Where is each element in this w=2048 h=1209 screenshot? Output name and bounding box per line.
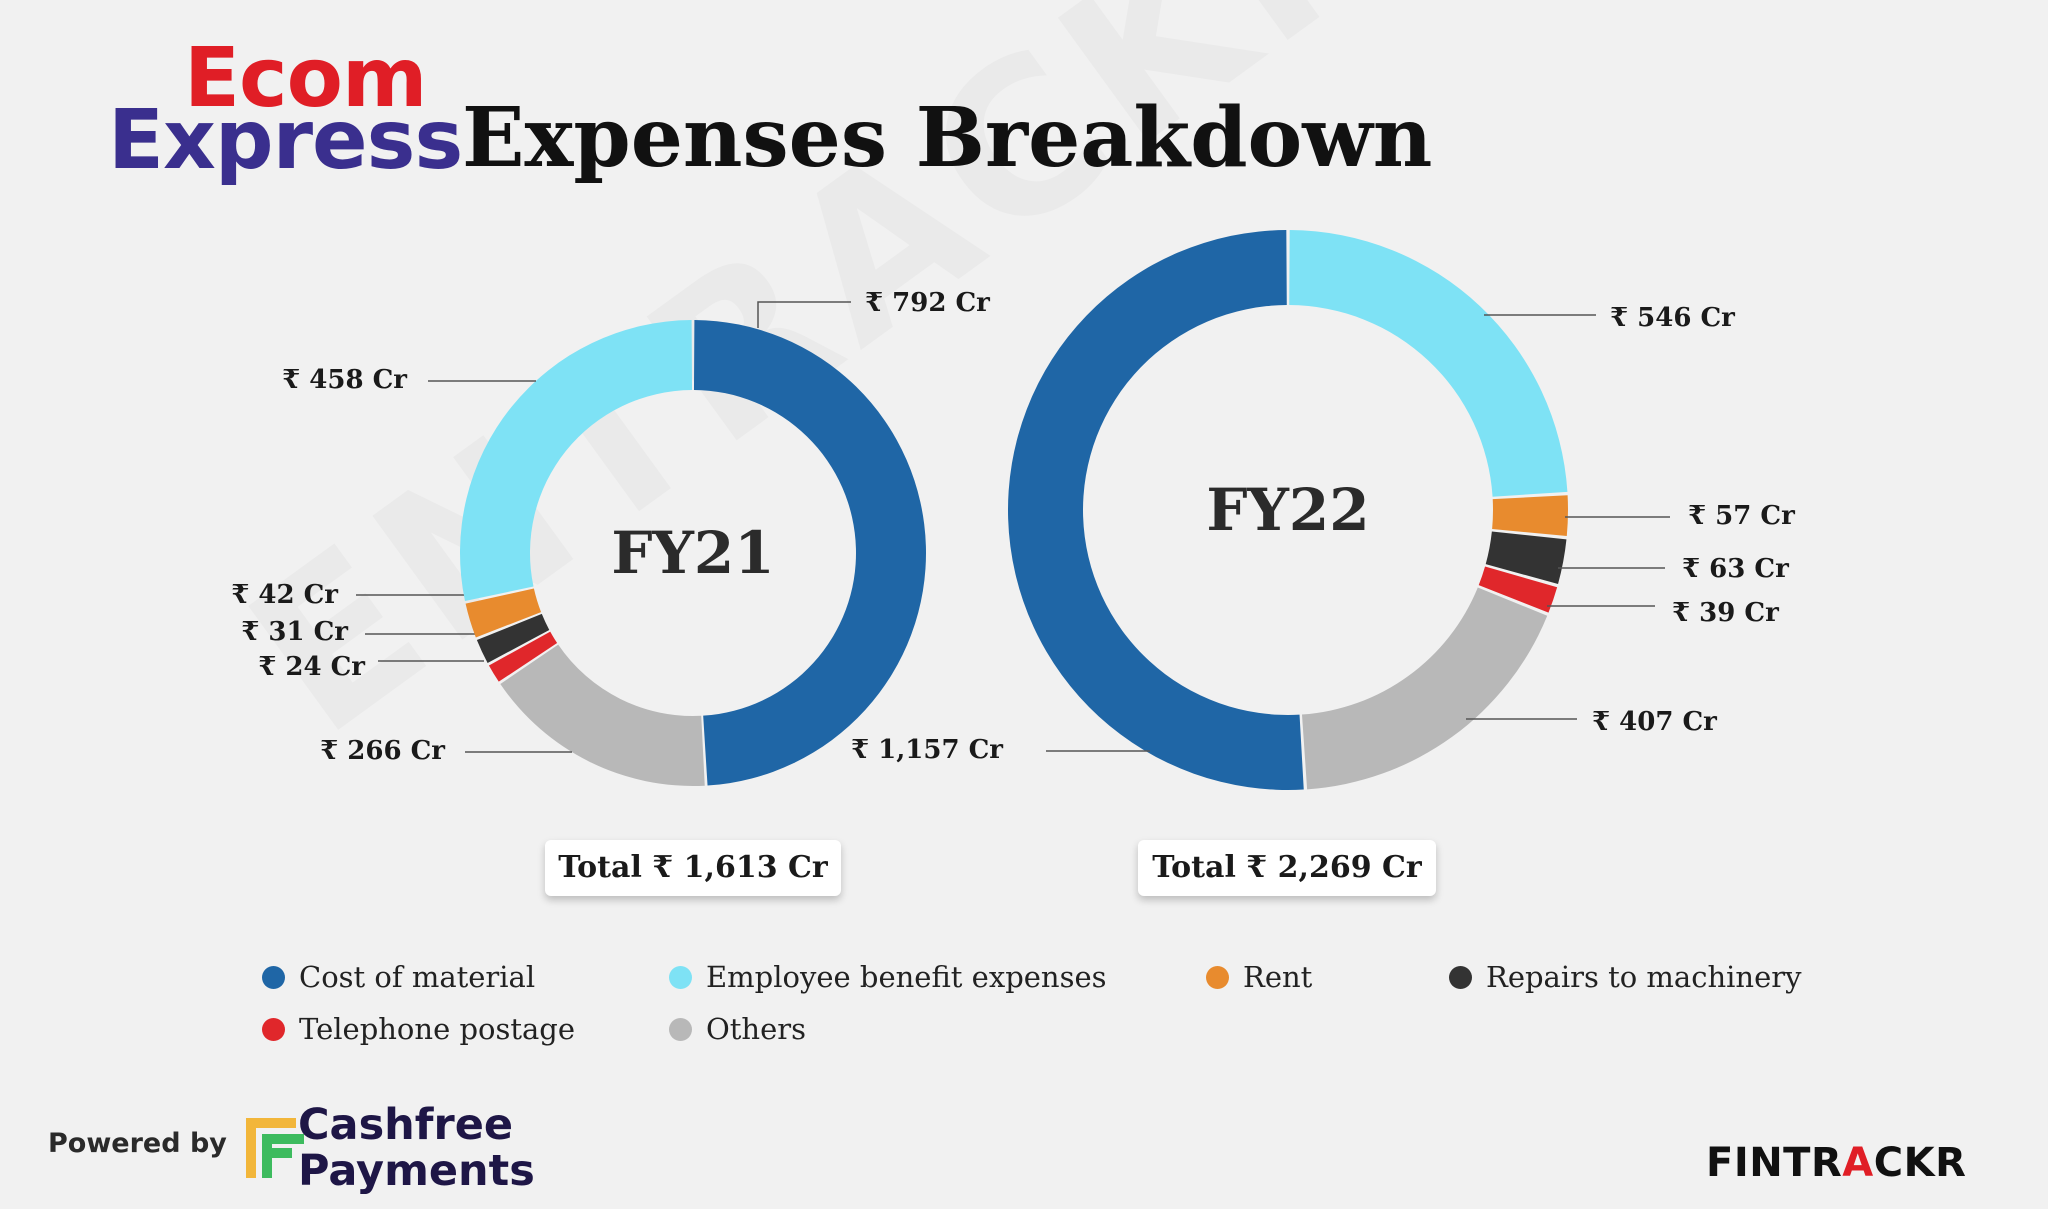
value-label-fy21-telephone-postage: ₹ 24 Cr	[258, 652, 365, 682]
slice-fy21-others	[500, 644, 705, 786]
slice-fy21-telephone-postage	[488, 631, 558, 682]
legend-dot-icon	[1206, 965, 1229, 989]
legend-label: Rent	[1243, 960, 1313, 994]
brand-logo-line2: Express	[108, 93, 463, 188]
donut-fy21: ₹ 792 Cr ₹ 266 Cr ₹ 24 Cr ₹ 31 Cr ₹ 42 Cr ₹ 4…	[231, 288, 990, 786]
donut-fy22: ₹ 546 Cr ₹ 57 Cr ₹ 63 Cr ₹ 39 Cr ₹ 407 Cr ₹ 1…	[851, 230, 1795, 791]
value-label-fy22-employee-benefit-expenses: ₹ 546 Cr	[1610, 303, 1735, 333]
legend-label: Cost of material	[299, 960, 536, 994]
slice-fy22-others	[1301, 587, 1548, 790]
legend-dot-icon	[262, 1017, 285, 1041]
fintrackr-logo-accent: A	[1842, 1140, 1874, 1186]
center-label-fy21: FY21	[611, 519, 774, 587]
brand-logo-line1: Ecom	[184, 31, 427, 126]
legend-label: Repairs to machinery	[1486, 960, 1802, 994]
brand-logo: Ecom Express	[108, 31, 463, 186]
fintrackr-logo-part1: FINTR	[1706, 1140, 1843, 1186]
legend-item-others: Others	[669, 1012, 806, 1046]
legend-dot-icon	[262, 965, 285, 989]
legend-label: Employee benefit expenses	[706, 960, 1107, 994]
slice-fy22-repairs-to-machinery	[1485, 531, 1567, 584]
legend-dot-icon	[669, 965, 692, 989]
value-label-fy22-repairs-to-machinery: ₹ 63 Cr	[1682, 554, 1789, 584]
slice-fy21-employee-benefit-expenses	[460, 320, 693, 601]
slice-fy22-cost-of-material	[1008, 230, 1304, 791]
legend-item-cost-of-material: Cost of material	[262, 960, 535, 994]
value-label-fy22-cost-of-material: ₹ 1,157 Cr	[851, 735, 1003, 765]
value-label-fy21-employee-benefit-expenses: ₹ 458 Cr	[282, 365, 407, 395]
value-label-fy22-rent: ₹ 57 Cr	[1688, 501, 1795, 531]
cashfree-logo-icon	[246, 1118, 304, 1178]
cashfree-wordmark: Cashfree Payments	[298, 1102, 535, 1194]
fintrackr-logo-part2: CKR	[1873, 1140, 1967, 1186]
value-label-fy21-cost-of-material: ₹ 792 Cr	[865, 288, 990, 318]
legend: Cost of material Employee benefit expense…	[262, 960, 1822, 1070]
value-label-fy21-repairs-to-machinery: ₹ 31 Cr	[241, 617, 348, 647]
cashfree-wordmark-line1: Cashfree	[298, 1100, 514, 1150]
slice-fy21-repairs-to-machinery	[476, 613, 550, 663]
total-fy21: Total ₹ 1,613 Cr	[545, 840, 841, 896]
fintrackr-logo: FINTRACKR	[1706, 1140, 1966, 1186]
slice-fy22-rent	[1492, 495, 1569, 537]
cashfree-wordmark-line2: Payments	[298, 1146, 535, 1196]
legend-label: Telephone postage	[299, 1012, 576, 1046]
leader-line-fy21-cost-of-material	[757, 301, 851, 328]
legend-dot-icon	[669, 1017, 692, 1041]
slice-fy22-telephone-postage	[1478, 566, 1558, 613]
powered-by-text: Powered by	[48, 1128, 227, 1159]
legend-label: Others	[706, 1012, 807, 1046]
page-title: Expenses Breakdown	[462, 90, 1433, 186]
value-label-fy21-others: ₹ 266 Cr	[320, 736, 445, 766]
legend-item-repairs-to-machinery: Repairs to machinery	[1449, 960, 1802, 994]
center-label-fy22: FY22	[1206, 476, 1369, 544]
value-label-fy22-others: ₹ 407 Cr	[1592, 707, 1717, 737]
value-label-fy22-telephone-postage: ₹ 39 Cr	[1672, 598, 1779, 628]
slice-fy22-employee-benefit-expenses	[1289, 230, 1568, 497]
legend-item-telephone-postage: Telephone postage	[262, 1012, 575, 1046]
total-fy22: Total ₹ 2,269 Cr	[1138, 840, 1436, 896]
value-label-fy21-rent: ₹ 42 Cr	[231, 580, 338, 610]
legend-item-employee-benefit-expenses: Employee benefit expenses	[669, 960, 1107, 994]
slice-fy21-rent	[465, 588, 542, 638]
legend-item-rent: Rent	[1206, 960, 1312, 994]
legend-dot-icon	[1449, 965, 1472, 989]
slice-fy21-cost-of-material	[693, 320, 927, 786]
